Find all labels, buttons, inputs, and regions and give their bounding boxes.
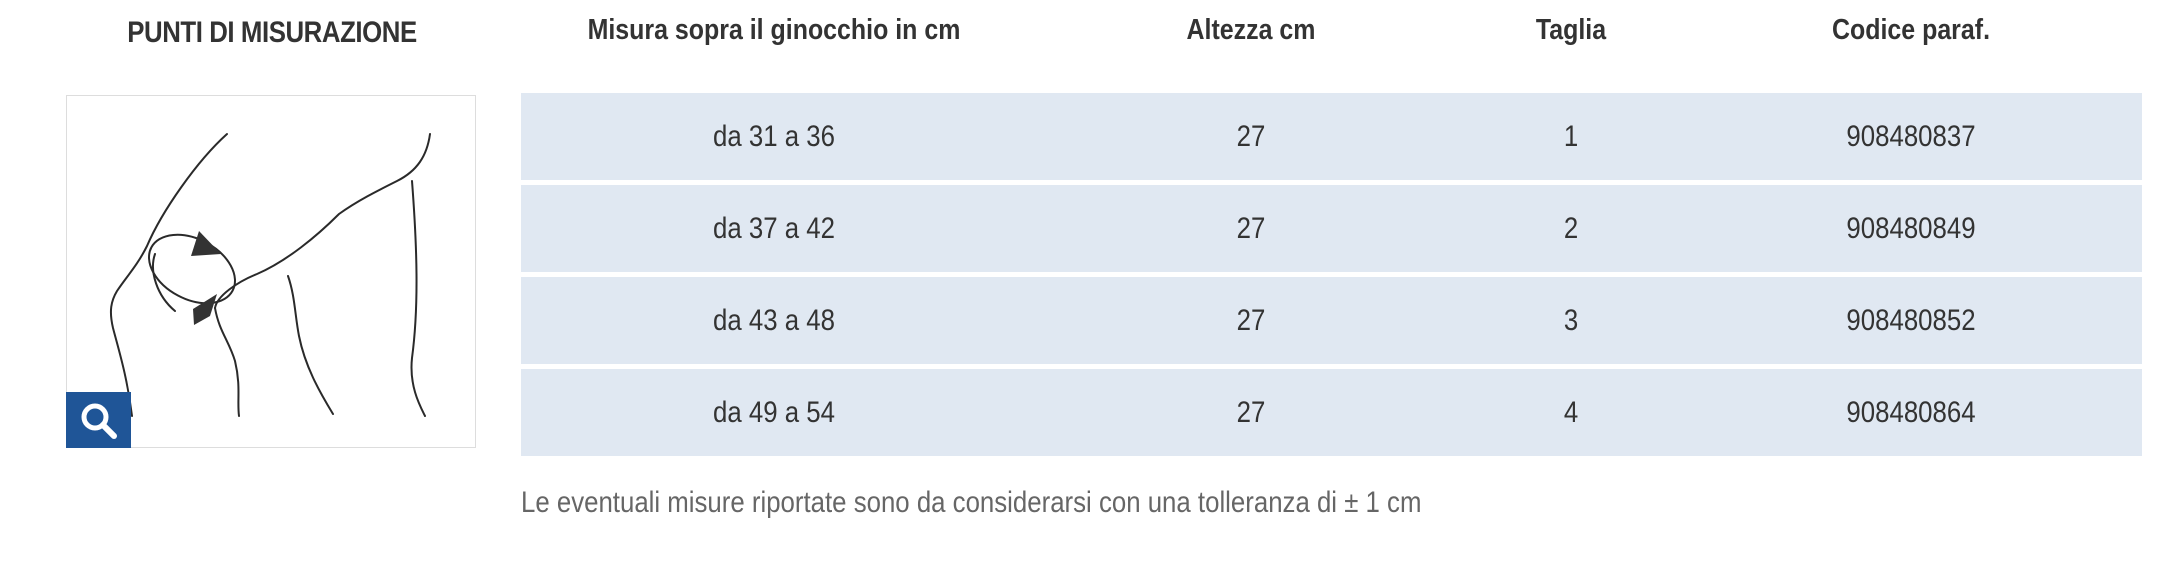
tolerance-note: Le eventuali misure riportate sono da co… bbox=[521, 486, 1422, 519]
cell-size: 2 bbox=[1563, 212, 1579, 245]
cell-height: 27 bbox=[1236, 396, 1266, 429]
header-height: Altezza cm bbox=[1186, 14, 1316, 46]
arrow-icon bbox=[191, 231, 221, 256]
measuring-points-title: PUNTI DI MISURAZIONE bbox=[127, 16, 417, 49]
table-row: da 43 a 48 27 3 908480852 bbox=[521, 277, 2142, 364]
cell-height: 27 bbox=[1236, 304, 1266, 337]
cell-size: 3 bbox=[1563, 304, 1579, 337]
table-row: da 37 a 42 27 2 908480849 bbox=[521, 185, 2142, 272]
arrow-icon bbox=[193, 294, 217, 325]
table-header: Misura sopra il ginocchio in cm Altezza … bbox=[521, 14, 2142, 54]
cell-code: 908480849 bbox=[1846, 212, 1976, 245]
header-code: Codice paraf. bbox=[1832, 14, 1990, 46]
cell-size: 4 bbox=[1563, 396, 1579, 429]
cell-measure: da 31 a 36 bbox=[713, 120, 835, 153]
cell-code: 908480852 bbox=[1846, 304, 1976, 337]
cell-measure: da 43 a 48 bbox=[713, 304, 835, 337]
header-size: Taglia bbox=[1535, 14, 1607, 46]
table-row: da 31 a 36 27 1 908480837 bbox=[521, 93, 2142, 180]
cell-height: 27 bbox=[1236, 120, 1266, 153]
cell-code: 908480864 bbox=[1846, 396, 1976, 429]
table-row: da 49 a 54 27 4 908480864 bbox=[521, 369, 2142, 456]
cell-size: 1 bbox=[1563, 120, 1579, 153]
knee-diagram[interactable] bbox=[66, 95, 476, 448]
cell-measure: da 49 a 54 bbox=[713, 396, 835, 429]
header-measure: Misura sopra il ginocchio in cm bbox=[587, 14, 961, 46]
table-body: da 31 a 36 27 1 908480837 da 37 a 42 27 … bbox=[521, 93, 2142, 461]
cell-code: 908480837 bbox=[1846, 120, 1976, 153]
knee-leg-illustration bbox=[109, 133, 431, 417]
cell-height: 27 bbox=[1236, 212, 1266, 245]
zoom-button[interactable] bbox=[66, 392, 131, 448]
search-icon bbox=[81, 403, 117, 439]
cell-measure: da 37 a 42 bbox=[713, 212, 835, 245]
